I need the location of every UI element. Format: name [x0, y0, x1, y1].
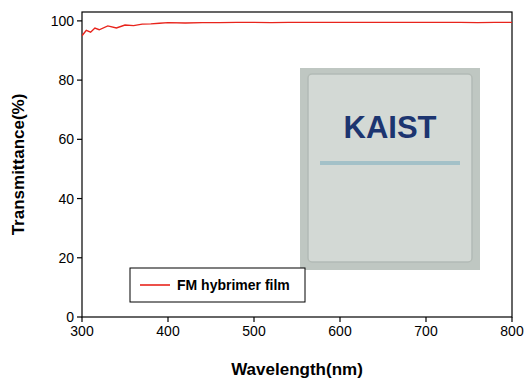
- plot-frame: [82, 12, 512, 317]
- inset-glass: [308, 74, 472, 262]
- y-tick: [77, 80, 82, 81]
- x-tick-label: 500: [242, 323, 266, 339]
- x-tick-label: 400: [156, 323, 180, 339]
- inset-text: KAIST: [344, 110, 437, 145]
- chart-svg: KAIST 300 400 500 600 700 800 0 20 40 60 80 100 Wavel…: [0, 0, 527, 383]
- x-tick-label: 300: [70, 323, 94, 339]
- y-tick: [77, 316, 82, 317]
- x-axis-label: Wavelength(nm): [231, 360, 363, 379]
- y-tick-label: 100: [51, 13, 75, 29]
- y-tick-label: 80: [58, 72, 74, 88]
- legend-label: FM hybrimer film: [177, 277, 290, 293]
- y-tick-label: 60: [58, 131, 74, 147]
- x-tick-label: 800: [500, 323, 524, 339]
- chart-root: KAIST 300 400 500 600 700 800 0 20 40 60 80 100 Wavel…: [0, 0, 527, 383]
- inset-streak: [320, 161, 460, 165]
- inset-photo: [300, 68, 480, 270]
- y-tick: [77, 198, 82, 199]
- x-tick: [167, 317, 168, 322]
- y-tick-label: 0: [66, 309, 74, 325]
- x-tick: [81, 317, 82, 322]
- series-line: [82, 22, 512, 35]
- legend: FM hybrimer film: [130, 268, 305, 302]
- y-tick: [77, 139, 82, 140]
- x-tick-label: 600: [328, 323, 352, 339]
- y-axis-label: Transmittance(%): [9, 94, 28, 236]
- x-tick: [339, 317, 340, 322]
- series-group: [82, 22, 512, 35]
- x-tick-label: 700: [414, 323, 438, 339]
- y-tick: [77, 257, 82, 258]
- x-tick: [511, 317, 512, 322]
- x-tick: [425, 317, 426, 322]
- legend-box: [130, 268, 305, 302]
- legend-swatch: [140, 284, 170, 286]
- y-tick-label: 20: [58, 250, 74, 266]
- y-tick-label: 40: [58, 191, 74, 207]
- y-tick: [77, 20, 82, 21]
- x-tick: [253, 317, 254, 322]
